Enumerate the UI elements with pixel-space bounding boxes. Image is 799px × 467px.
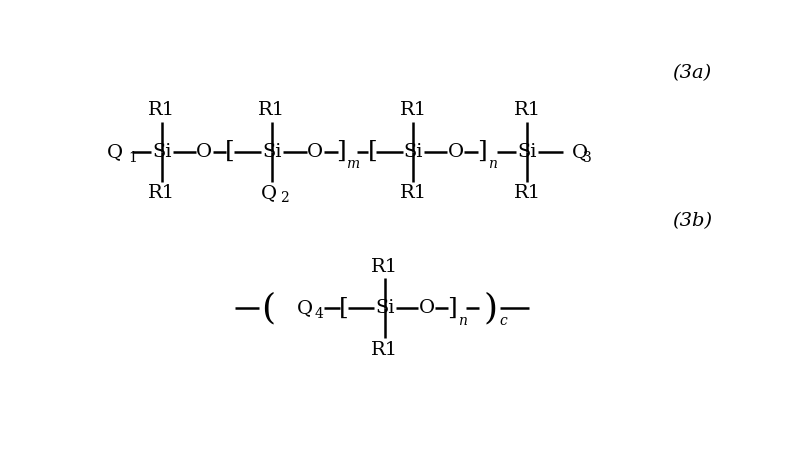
Text: n: n: [459, 314, 467, 328]
Text: R1: R1: [372, 258, 398, 276]
Text: R1: R1: [514, 184, 541, 203]
Text: Q: Q: [297, 299, 313, 318]
Text: R1: R1: [400, 184, 427, 203]
Text: n: n: [488, 157, 497, 171]
Text: Q: Q: [261, 184, 277, 203]
Text: 2: 2: [280, 191, 288, 205]
Text: Q: Q: [107, 143, 123, 161]
Text: (3b): (3b): [672, 212, 712, 230]
Text: 4: 4: [315, 307, 324, 321]
Text: [: [: [339, 297, 348, 320]
Text: Si: Si: [262, 143, 281, 161]
Text: O: O: [197, 143, 213, 161]
Text: Si: Si: [518, 143, 537, 161]
Text: Si: Si: [403, 143, 423, 161]
Text: (3a): (3a): [673, 64, 712, 83]
Text: c: c: [499, 314, 507, 328]
Text: R1: R1: [149, 101, 175, 119]
Text: R1: R1: [400, 101, 427, 119]
Text: ]: ]: [447, 297, 457, 320]
Text: O: O: [448, 143, 464, 161]
Text: R1: R1: [514, 101, 541, 119]
Text: [: [: [225, 140, 235, 163]
Text: R1: R1: [149, 184, 175, 203]
Text: 3: 3: [583, 150, 592, 164]
Text: O: O: [307, 143, 323, 161]
Text: Si: Si: [152, 143, 172, 161]
Text: Si: Si: [375, 299, 395, 318]
Text: m: m: [346, 157, 359, 171]
Text: ]: ]: [336, 140, 346, 163]
Text: (: (: [261, 291, 276, 325]
Text: ]: ]: [476, 140, 487, 163]
Text: 1: 1: [129, 150, 137, 164]
Text: ): ): [483, 291, 498, 325]
Text: O: O: [419, 299, 435, 318]
Text: [: [: [368, 140, 377, 163]
Text: R1: R1: [258, 101, 285, 119]
Text: R1: R1: [372, 341, 398, 359]
Text: Q: Q: [572, 143, 588, 161]
